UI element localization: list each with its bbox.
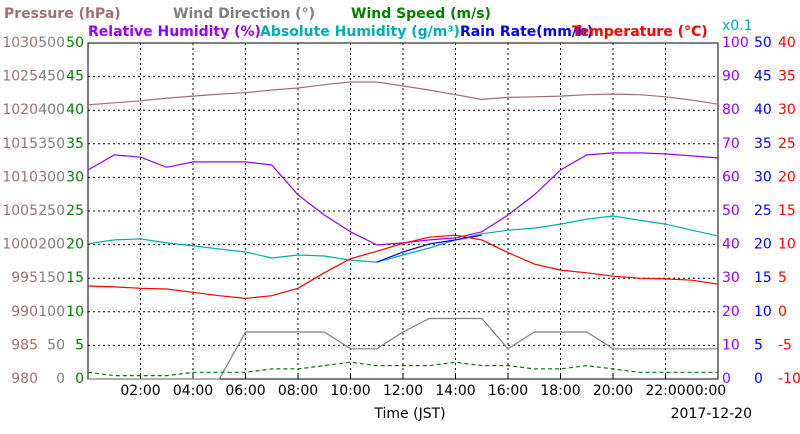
y-tick-label: -10 — [778, 371, 800, 387]
series-line — [376, 234, 482, 263]
y-tick-label: 60 — [722, 169, 740, 185]
x-tick-label: 12:00 — [383, 383, 423, 399]
y-tick-label: 100 — [722, 35, 749, 51]
y-tick-label: 1010 — [2, 169, 38, 185]
y-tick-label: 50 — [47, 337, 65, 353]
legend-entry: Wind Speed (m/s) — [351, 6, 491, 22]
series-line — [87, 81, 719, 106]
legend-entry: Temperature (°C) — [572, 24, 708, 40]
x-tick-label: 20:00 — [593, 383, 633, 399]
y-tick-label: 985 — [11, 337, 38, 353]
x-tick-label: 16:00 — [488, 383, 528, 399]
y-tick-label: 20 — [754, 237, 772, 253]
y-tick-label: 450 — [38, 69, 65, 85]
y-tick-label: 45 — [66, 69, 84, 85]
y-tick-label: 990 — [11, 304, 38, 320]
y-tick-label: 20 — [66, 237, 84, 253]
y-tick-label: 0 — [75, 371, 84, 387]
y-tick-label: 50 — [66, 35, 84, 51]
y-tick-label: 30 — [754, 169, 772, 185]
y-tick-label: 70 — [722, 136, 740, 152]
y-tick-label: 0 — [754, 371, 763, 387]
date-label: 2017-12-20 — [671, 406, 752, 422]
y-tick-label: 40 — [778, 35, 796, 51]
y-tick-label: 80 — [722, 102, 740, 118]
y-tick-label: 10 — [722, 337, 740, 353]
y-tick-label: 300 — [38, 169, 65, 185]
x-tick-label: 02:00 — [120, 383, 160, 399]
y-tick-label: 0 — [722, 371, 731, 387]
x-tick-label: 18:00 — [540, 383, 580, 399]
y-tick-label: 30 — [722, 270, 740, 286]
y-tick-label: 0 — [778, 304, 787, 320]
y-tick-label: 15 — [754, 270, 772, 286]
y-tick-label: 10 — [754, 304, 772, 320]
y-tick-label: 1000 — [2, 237, 38, 253]
x-axis-label: Time (JST) — [373, 406, 445, 422]
y-tick-label: 45 — [754, 69, 772, 85]
y-tick-label: 15 — [66, 270, 84, 286]
legend-entry: Rain Rate(mm/h) — [460, 24, 593, 40]
axis-note: x0.1 — [722, 18, 753, 34]
series-line — [87, 361, 718, 377]
y-tick-label: 50 — [722, 203, 740, 219]
y-tick-label: 20 — [778, 169, 796, 185]
legend-entry: Relative Humidity (%) — [88, 24, 261, 40]
y-tick-label: 1025 — [2, 69, 38, 85]
y-tick-label: 1030 — [2, 35, 38, 51]
series-line — [87, 234, 719, 300]
y-tick-label: 350 — [38, 136, 65, 152]
y-tick-label: 10 — [66, 304, 84, 320]
y-tick-label: 25 — [66, 203, 84, 219]
y-tick-label: 10 — [778, 237, 796, 253]
y-tick-label: 1020 — [2, 102, 38, 118]
x-tick-label: 00:00 — [686, 383, 726, 399]
y-tick-label: 15 — [778, 203, 796, 219]
y-tick-label: 35 — [66, 136, 84, 152]
x-tick-label: 10:00 — [330, 383, 370, 399]
y-tick-label: 250 — [38, 203, 65, 219]
legend-entry: Absolute Humidity (g/m³) — [260, 24, 460, 40]
y-tick-label: 40 — [754, 102, 772, 118]
y-tick-label: 20 — [722, 304, 740, 320]
y-tick-label: 980 — [11, 371, 38, 387]
y-tick-label: -5 — [778, 337, 792, 353]
y-tick-label: 40 — [66, 102, 84, 118]
y-tick-label: 0 — [56, 371, 65, 387]
y-tick-label: 500 — [38, 35, 65, 51]
y-tick-label: 1005 — [2, 203, 38, 219]
x-tick-label: 06:00 — [225, 383, 265, 399]
y-tick-label: 200 — [38, 237, 65, 253]
y-tick-label: 50 — [754, 35, 772, 51]
y-tick-label: 5 — [75, 337, 84, 353]
y-tick-label: 40 — [722, 237, 740, 253]
y-tick-label: 400 — [38, 102, 65, 118]
series-line — [88, 317, 718, 380]
y-tick-label: 100 — [38, 304, 65, 320]
y-tick-label: 30 — [66, 169, 84, 185]
x-tick-label: 08:00 — [278, 383, 318, 399]
y-tick-label: 5 — [778, 270, 787, 286]
y-tick-label: 30 — [778, 102, 796, 118]
series-line — [87, 215, 719, 263]
x-tick-label: 14:00 — [435, 383, 475, 399]
y-tick-label: 90 — [722, 69, 740, 85]
legend-entry: Wind Direction (°) — [173, 6, 315, 22]
y-tick-label: 1015 — [2, 136, 38, 152]
y-tick-label: 25 — [754, 203, 772, 219]
y-tick-label: 35 — [754, 136, 772, 152]
y-tick-label: 995 — [11, 270, 38, 286]
x-tick-label: 04:00 — [173, 383, 213, 399]
y-tick-label: 35 — [778, 69, 796, 85]
legend-entry: Pressure (hPa) — [4, 6, 121, 22]
y-tick-label: 5 — [754, 337, 763, 353]
x-tick-label: 22:00 — [645, 383, 685, 399]
y-tick-label: 25 — [778, 136, 796, 152]
y-tick-label: 150 — [38, 270, 65, 286]
